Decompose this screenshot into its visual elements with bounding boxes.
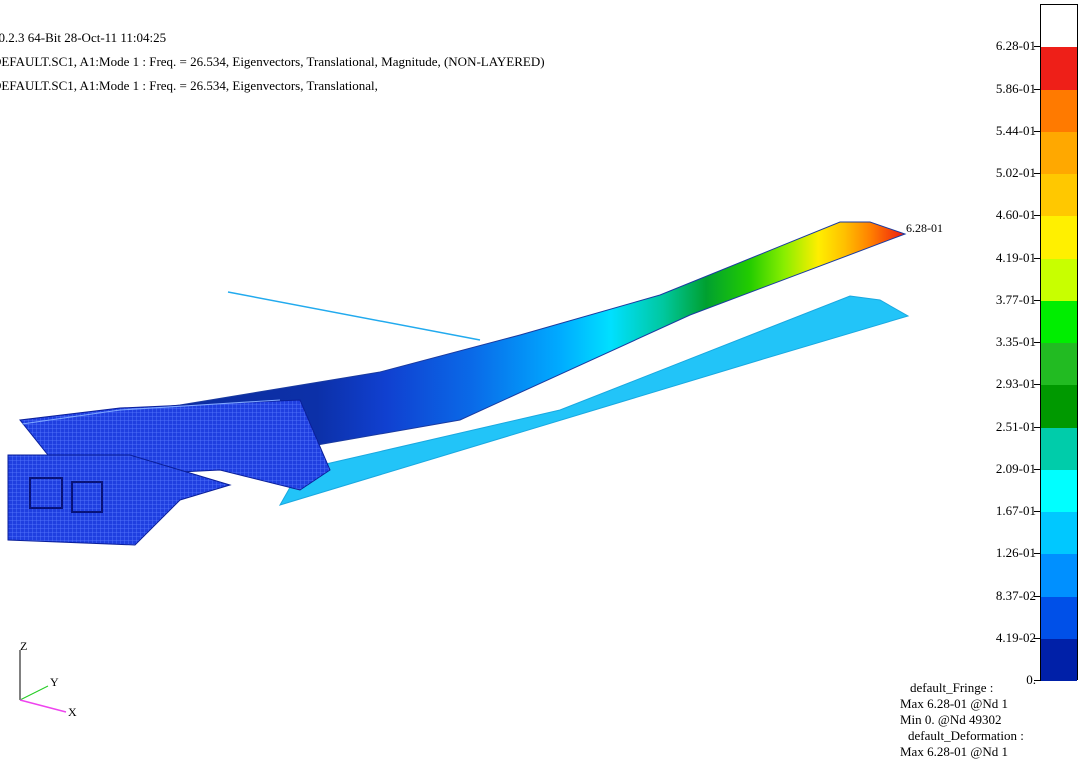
root-opening-left [29, 477, 63, 509]
deformation-info-max: Max 6.28-01 @Nd 1 [900, 744, 1009, 759]
legend-tick [1034, 468, 1041, 470]
legend-label: 4.19-01 [995, 249, 1036, 265]
legend-label: 2.93-01 [995, 376, 1036, 392]
legend-swatch [1041, 216, 1077, 259]
legend-tick [1034, 88, 1041, 90]
legend-label: 0. [1026, 672, 1036, 687]
legend-tick [1034, 426, 1041, 428]
legend-label: 4.19-02 [995, 629, 1036, 645]
legend-tick [1034, 215, 1041, 217]
legend-swatch [1041, 174, 1077, 217]
legend-tick [1034, 342, 1041, 343]
legend-label: 5.44-01 [995, 122, 1036, 138]
legend-label: 3.35-01 [995, 334, 1036, 349]
legend-tick [1034, 173, 1041, 174]
axis-y-label: Y [50, 675, 59, 689]
axis-x-label: X [68, 705, 77, 719]
legend-tick [1034, 680, 1041, 681]
legend-label: 8.37-02 [995, 587, 1036, 603]
coordinate-triad: Z Y X [19, 639, 77, 719]
legend-tick [1034, 299, 1041, 301]
undeformed-blade [278, 295, 910, 506]
legend-swatch [1041, 554, 1077, 597]
legend-swatch [1041, 343, 1077, 386]
legend-tick [1034, 257, 1041, 259]
deformation-info-title: default_Deformation : [908, 728, 1024, 743]
legend-label: 3.77-01 [995, 291, 1036, 307]
max-marker-label: 6.28-01 [906, 221, 943, 235]
legend-tick [1034, 511, 1041, 512]
legend-swatch [1041, 512, 1077, 555]
legend-swatch [1041, 47, 1077, 90]
header-deformation-title: DEFAULT.SC1, A1:Mode 1 : Freq. = 26.534,… [0, 78, 378, 93]
fringe-info-title: default_Fringe : [910, 680, 994, 695]
legend-swatch [1041, 258, 1077, 301]
legend-label: 2.51-01 [995, 418, 1036, 434]
line-element [227, 291, 481, 341]
legend-tick [1034, 595, 1041, 597]
header-timestamp: 10.2.3 64-Bit 28-Oct-11 11:04:25 [0, 30, 167, 45]
legend-label: 4.60-01 [995, 207, 1036, 223]
legend-label: 5.86-01 [995, 80, 1036, 96]
legend-swatch [1041, 89, 1077, 132]
legend-tick [1034, 46, 1041, 48]
legend-swatch [1041, 300, 1077, 343]
header-fringe-title: DEFAULT.SC1, A1:Mode 1 : Freq. = 26.534,… [0, 54, 545, 69]
legend-swatch [1041, 427, 1077, 470]
legend-tick [1034, 130, 1041, 132]
legend-tick [1034, 384, 1041, 386]
fringe-legend [1040, 4, 1078, 681]
root-opening-right [71, 481, 103, 513]
legend-swatch [1041, 5, 1077, 48]
legend-swatch [1041, 638, 1077, 681]
legend-swatch [1041, 469, 1077, 512]
legend-tick [1034, 637, 1041, 639]
legend-swatch [1041, 131, 1077, 174]
legend-label: 2.09-01 [995, 460, 1036, 476]
legend-label: 5.02-01 [995, 165, 1036, 180]
fringe-info-min: Min 0. @Nd 49302 [900, 712, 1002, 727]
legend-swatch [1041, 385, 1077, 428]
legend-swatch [1041, 596, 1077, 639]
legend-label: 1.26-01 [995, 545, 1036, 561]
legend-tick [1034, 553, 1041, 555]
root-mesh-box [7, 454, 232, 546]
legend-label: 6.28-01 [995, 38, 1036, 54]
legend-label: 1.67-01 [995, 503, 1036, 518]
axis-z-label: Z [20, 639, 27, 653]
fringe-info-max: Max 6.28-01 @Nd 1 [900, 696, 1009, 711]
